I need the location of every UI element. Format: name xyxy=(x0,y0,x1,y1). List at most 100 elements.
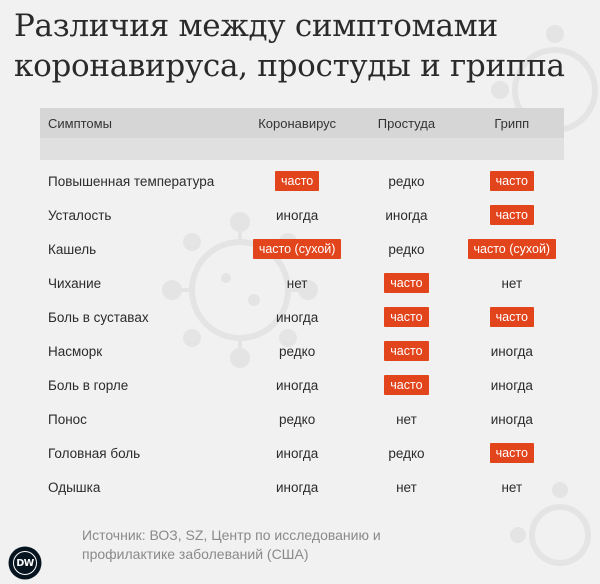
table-row: Боль в горле иногда часто иногда xyxy=(40,368,564,402)
symptom-cell: Головная боль xyxy=(40,446,241,461)
symptom-cell: Одышка xyxy=(40,480,241,495)
cold-cell-value: редко xyxy=(388,173,425,189)
coronavirus-cell: иногда xyxy=(241,208,353,223)
symptom-cell-value: Усталость xyxy=(48,207,112,223)
flu-cell-value: часто xyxy=(489,171,534,191)
source-line-2: профилактике заболеваний (США) xyxy=(82,546,309,562)
table-row: Усталость иногда иногда часто xyxy=(40,198,564,232)
table-row: Боль в суставах иногда часто часто xyxy=(40,300,564,334)
coronavirus-cell-value: иногда xyxy=(276,377,319,393)
dw-logo-text: DW xyxy=(13,551,37,575)
cold-cell-value: редко xyxy=(388,445,425,461)
flu-cell: иногда xyxy=(460,344,564,359)
flu-cell-value: нет xyxy=(501,479,523,495)
coronavirus-cell-value: иногда xyxy=(276,207,319,223)
flu-cell-value: иногда xyxy=(490,343,533,359)
coronavirus-cell: иногда xyxy=(241,378,353,393)
flu-cell: иногда xyxy=(460,412,564,427)
symptom-cell: Повышенная температура xyxy=(40,174,241,189)
header-coronavirus: Коронавирус xyxy=(258,115,337,131)
flu-cell: часто (сухой) xyxy=(460,239,564,259)
table-row: Чихание нет часто нет xyxy=(40,266,564,300)
coronavirus-cell-value: иногда xyxy=(276,309,319,325)
flu-cell: нет xyxy=(460,480,564,495)
symptom-cell: Боль в горле xyxy=(40,378,241,393)
cold-cell-value: часто xyxy=(384,375,429,395)
cold-cell: редко xyxy=(353,174,459,189)
source-line-1: Источник: ВОЗ, SZ, Центр по исследованию… xyxy=(82,527,381,543)
symptom-cell-value: Одышка xyxy=(48,479,101,495)
table-row: Кашель часто (сухой) редко часто (сухой) xyxy=(40,232,564,266)
symptoms-table: Симптомы Коронавирус Простуда Грипп Повы… xyxy=(40,108,564,504)
dw-logo: DW xyxy=(10,548,40,578)
symptom-cell-value: Головная боль xyxy=(48,445,141,461)
cold-cell-value: часто xyxy=(384,273,429,293)
table-body: Повышенная температура часто редко часто Уст… xyxy=(40,164,564,504)
coronavirus-cell: нет xyxy=(241,276,353,291)
cold-cell-value: нет xyxy=(396,479,417,495)
table-row: Повышенная температура часто редко часто xyxy=(40,164,564,198)
symptom-cell: Понос xyxy=(40,412,241,427)
table-row: Понос редко нет иногда xyxy=(40,402,564,436)
coronavirus-cell: часто (сухой) xyxy=(241,239,353,259)
header-cold: Простуда xyxy=(377,115,436,131)
cold-cell-value: иногда xyxy=(385,207,428,223)
coronavirus-cell-value: редко xyxy=(279,343,316,359)
symptom-cell: Насморк xyxy=(40,344,241,359)
coronavirus-cell: редко xyxy=(241,344,353,359)
cold-cell: редко xyxy=(353,446,459,461)
symptom-cell-value: Кашель xyxy=(48,241,97,257)
table-row: Головная боль иногда редко часто xyxy=(40,436,564,470)
symptom-cell-value: Повышенная температура xyxy=(48,173,215,189)
cold-cell: нет xyxy=(353,480,459,495)
table-row: Насморк редко часто иногда xyxy=(40,334,564,368)
coronavirus-cell-value: иногда xyxy=(276,445,319,461)
coronavirus-cell: часто xyxy=(241,171,353,191)
cold-cell-value: редко xyxy=(388,241,425,257)
flu-cell-value: иногда xyxy=(490,411,533,427)
coronavirus-cell-value: нет xyxy=(286,275,308,291)
cold-cell: часто xyxy=(353,341,459,361)
symptom-cell-value: Понос xyxy=(48,411,87,427)
symptom-cell-value: Чихание xyxy=(48,275,102,291)
flu-cell: часто xyxy=(460,205,564,225)
coronavirus-cell: иногда xyxy=(241,480,353,495)
cold-cell-value: нет xyxy=(396,411,417,427)
header-spacer xyxy=(40,138,564,160)
page-title: Различия между симптомами коронавируса, … xyxy=(14,6,584,86)
flu-cell: часто xyxy=(460,443,564,463)
cold-cell: иногда xyxy=(353,208,459,223)
flu-cell-value: часто xyxy=(489,443,534,463)
cold-cell: часто xyxy=(353,375,459,395)
symptom-cell-value: Боль в горле xyxy=(48,377,129,393)
flu-cell-value: часто xyxy=(489,205,534,225)
header-symptoms: Симптомы xyxy=(48,115,112,131)
flu-cell: иногда xyxy=(460,378,564,393)
symptom-cell: Боль в суставах xyxy=(40,310,241,325)
cold-cell: часто xyxy=(353,273,459,293)
coronavirus-cell-value: часто (сухой) xyxy=(252,239,342,259)
table-header: Симптомы Коронавирус Простуда Грипп xyxy=(40,108,564,138)
symptom-cell-value: Боль в суставах xyxy=(48,309,149,325)
symptom-cell: Усталость xyxy=(40,208,241,223)
cold-cell-value: часто xyxy=(384,307,429,327)
table-row: Одышка иногда нет нет xyxy=(40,470,564,504)
symptom-cell: Чихание xyxy=(40,276,241,291)
title-line-2: коронавируса, простуды и гриппа xyxy=(14,48,565,84)
flu-cell: часто xyxy=(460,307,564,327)
coronavirus-cell-value: иногда xyxy=(276,479,319,495)
flu-cell: нет xyxy=(460,276,564,291)
flu-cell-value: нет xyxy=(501,275,523,291)
cold-cell: редко xyxy=(353,242,459,257)
flu-cell-value: часто xyxy=(489,307,534,327)
title-line-1: Различия между симптомами xyxy=(14,8,498,44)
coronavirus-cell-value: редко xyxy=(279,411,316,427)
flu-cell-value: часто (сухой) xyxy=(467,239,557,259)
coronavirus-cell: иногда xyxy=(241,310,353,325)
header-flu: Грипп xyxy=(494,115,530,131)
symptom-cell-value: Насморк xyxy=(48,343,103,359)
coronavirus-cell-value: часто xyxy=(275,171,320,191)
flu-cell: часто xyxy=(460,171,564,191)
cold-cell: часто xyxy=(353,307,459,327)
coronavirus-cell: редко xyxy=(241,412,353,427)
